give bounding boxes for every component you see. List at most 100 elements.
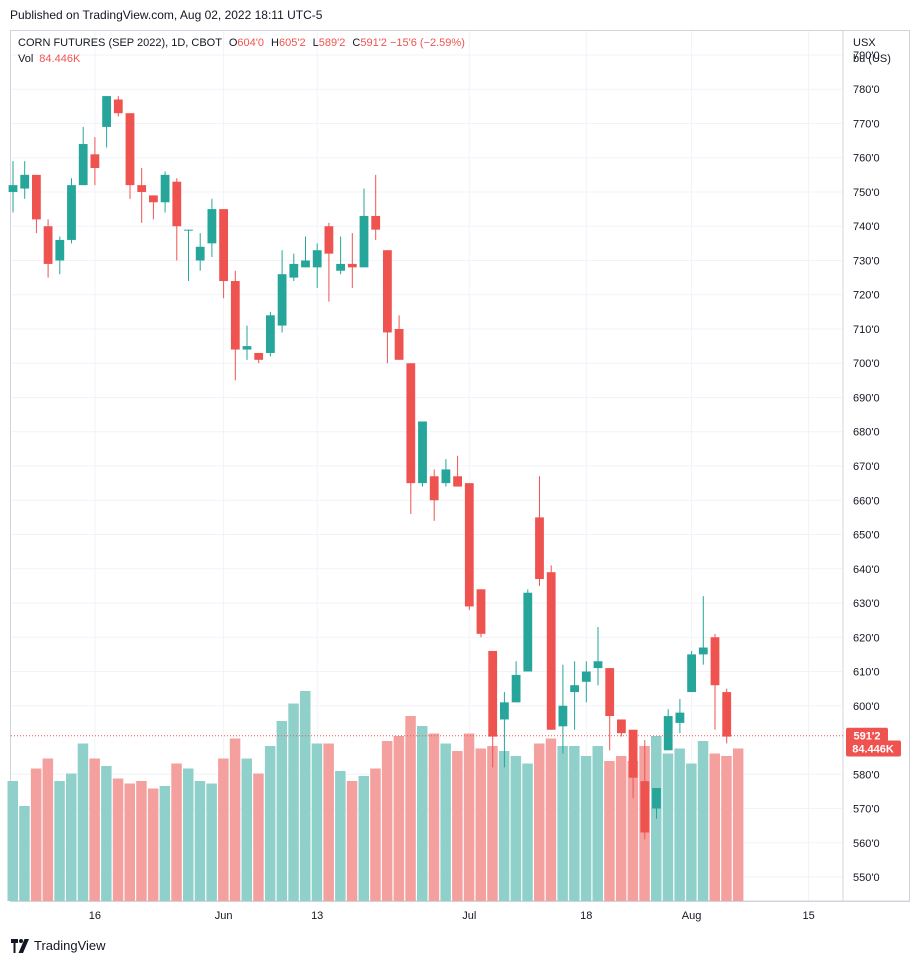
candle-body xyxy=(488,650,498,737)
volume-bar xyxy=(311,743,323,901)
time-axis: 16 Jun 13 Jul 18 Aug 15 xyxy=(89,910,815,922)
volume-bar xyxy=(101,766,112,901)
price-tick-label: 780'0 xyxy=(853,84,880,96)
volume-bar xyxy=(218,758,229,901)
price-tick-label: 580'0 xyxy=(853,769,880,781)
candle xyxy=(511,661,521,703)
candle xyxy=(32,174,41,234)
time-tick-label: 15 xyxy=(802,910,814,922)
candle xyxy=(663,709,673,751)
volume-bar xyxy=(662,753,674,901)
volume-bar xyxy=(674,748,685,901)
candle-body xyxy=(383,250,392,333)
open-value: 604'0 xyxy=(237,37,264,49)
volume-label[interactable]: Vol xyxy=(18,53,34,65)
volume-bar xyxy=(732,748,744,901)
volume-bar xyxy=(440,743,451,901)
volume-bar xyxy=(89,758,100,901)
candle-body xyxy=(113,99,123,114)
candle xyxy=(359,188,369,268)
candle xyxy=(570,661,579,730)
price-tick-label: 700'0 xyxy=(853,358,880,370)
candle xyxy=(383,250,392,364)
candle-body xyxy=(500,702,509,720)
last-price-tag-text: 591'2 xyxy=(853,731,880,743)
price-unit: USX bu (US) xyxy=(853,35,891,67)
symbol-label[interactable]: CORN FUTURES (SEP 2022), 1D, CBOT xyxy=(18,37,222,49)
price-tick-label: 750'0 xyxy=(853,187,880,199)
candle xyxy=(90,137,100,186)
candle xyxy=(581,661,591,703)
low-label: L xyxy=(312,37,319,49)
candle xyxy=(558,664,568,754)
candle-body xyxy=(172,181,182,227)
candle-body xyxy=(359,215,369,268)
volume-bar xyxy=(510,756,522,901)
volume-bar xyxy=(358,776,369,901)
candle-body xyxy=(312,250,322,268)
price-tick-label: 670'0 xyxy=(853,461,880,473)
footer-brand[interactable]: TradingView xyxy=(10,938,106,953)
candle xyxy=(254,352,264,364)
volume-bar xyxy=(545,738,557,901)
candle xyxy=(605,668,615,751)
high-label: H xyxy=(271,37,279,49)
candle-body xyxy=(277,274,287,326)
candle-body xyxy=(207,209,217,244)
candle xyxy=(184,229,193,282)
candle-body xyxy=(593,661,603,669)
price-tick-label: 720'0 xyxy=(853,290,880,302)
volume-bar xyxy=(686,763,697,901)
open-label: O xyxy=(228,37,238,49)
candle xyxy=(535,476,544,586)
price-tick-label: 710'0 xyxy=(853,324,880,336)
candle-body xyxy=(301,260,310,268)
candle xyxy=(78,126,88,186)
candle xyxy=(476,589,486,638)
candle xyxy=(418,421,427,487)
candle-body xyxy=(289,263,299,278)
candle xyxy=(172,178,182,261)
candle-body xyxy=(230,281,240,350)
candle-body xyxy=(149,195,158,203)
candle xyxy=(242,325,252,360)
volume-bar xyxy=(159,786,171,901)
candle xyxy=(441,459,451,487)
candle-body xyxy=(558,705,568,727)
volume-bar xyxy=(405,716,416,901)
candle xyxy=(722,688,732,744)
candle-body xyxy=(406,363,416,484)
candle-body xyxy=(8,185,18,192)
price-tick-label: 650'0 xyxy=(853,530,880,542)
price-tick-label: 570'0 xyxy=(853,804,880,816)
tradingview-logo-icon xyxy=(11,938,29,953)
candle-body xyxy=(371,215,381,230)
price-tick-label: 770'0 xyxy=(853,118,880,130)
candle xyxy=(277,250,287,333)
volume-bar xyxy=(452,751,463,901)
last-price-tag: 591'2 xyxy=(846,727,888,744)
price-tick-label: 690'0 xyxy=(853,392,880,404)
candle xyxy=(102,96,111,148)
candle xyxy=(230,270,240,381)
candle xyxy=(219,209,228,299)
candle-body xyxy=(20,174,30,189)
candle-body xyxy=(336,263,345,271)
candle-body xyxy=(617,719,626,734)
candle xyxy=(546,565,556,730)
candle-body xyxy=(160,174,170,203)
volume-bar xyxy=(194,781,206,901)
candle-body xyxy=(663,716,673,751)
candle xyxy=(8,161,18,213)
candle xyxy=(593,626,603,686)
candle xyxy=(207,198,217,258)
price-tick-label: 660'0 xyxy=(853,495,880,507)
candle-body xyxy=(429,476,439,501)
volume-bar xyxy=(112,778,124,901)
volume-bar xyxy=(346,781,358,901)
candle xyxy=(312,243,322,288)
volume-bar xyxy=(183,768,194,901)
volume-bar xyxy=(557,746,568,901)
volume-bar xyxy=(697,741,709,901)
